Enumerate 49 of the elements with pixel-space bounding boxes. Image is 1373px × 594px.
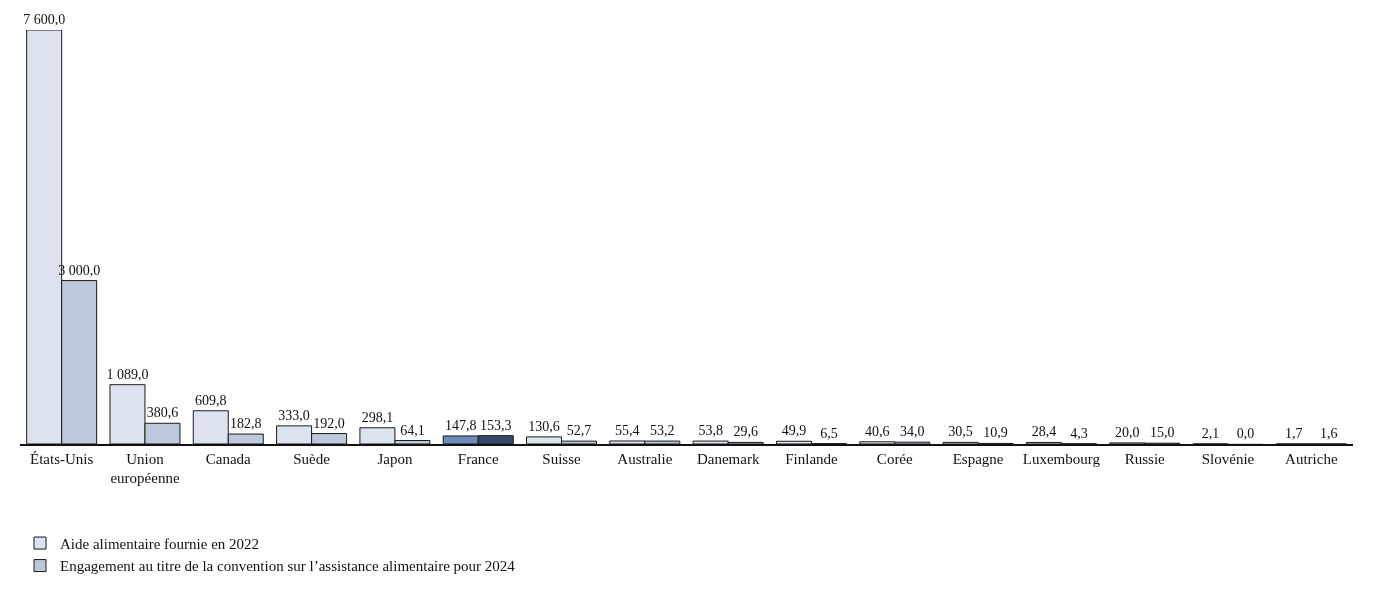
x-tick-label: Canada: [205, 450, 252, 467]
x-tick-label: France: [457, 450, 499, 467]
data-label: 153,3: [479, 417, 512, 433]
data-label: 10,9: [983, 425, 1008, 441]
data-label: 30,5: [948, 424, 973, 440]
data-label: 1 089,0: [106, 366, 149, 382]
data-label: 52,7: [566, 423, 592, 439]
x-tick-label: Suède: [293, 450, 331, 467]
x-tick-label: Luxembourg: [1022, 450, 1101, 467]
legend-label: Engagement au titre de la convention sur l’assistance alimentaire pour 2024: [60, 558, 516, 575]
data-label: 4,3: [1070, 425, 1088, 441]
data-label: 609,8: [195, 392, 227, 408]
data-label: 182,8: [230, 416, 262, 432]
data-label: 147,8: [444, 417, 477, 433]
x-tick-label: Finlande: [785, 450, 839, 467]
data-label: 55,4: [615, 422, 640, 438]
data-label: 2,1: [1201, 425, 1220, 441]
data-label: 15,0: [1149, 425, 1175, 441]
data-label: 130,6: [528, 418, 560, 434]
data-label: 49,9: [781, 423, 807, 439]
data-label: 1,6: [1320, 425, 1338, 441]
data-label: 1,7: [1285, 425, 1303, 441]
x-tick-label: Japon: [377, 450, 413, 467]
data-label: 6,5: [820, 425, 838, 441]
data-label: 380,6: [146, 405, 179, 421]
x-tick-label: Autriche: [1285, 450, 1338, 467]
data-label: 0,0: [1236, 426, 1255, 441]
x-tick-label: Union européenne: [110, 450, 180, 487]
data-label: 64,1: [400, 422, 425, 438]
data-label: 28,4: [1031, 424, 1057, 440]
data-label: 298,1: [361, 409, 394, 425]
data-label: 20,0: [1114, 424, 1140, 440]
data-label: 7 600,0: [23, 12, 66, 27]
x-tick-label: Suisse: [542, 450, 582, 467]
x-tick-label: Australie: [617, 450, 673, 467]
data-label: 192,0: [313, 415, 345, 431]
data-label: 333,0: [278, 407, 310, 423]
x-tick-label: Russie: [1124, 450, 1166, 467]
legend-label: Aide alimentaire fournie en 2022: [60, 535, 260, 552]
data-label: 34,0: [900, 424, 925, 440]
x-tick-label: Corée: [876, 450, 914, 467]
data-label: 29,6: [733, 424, 758, 440]
data-label: 40,6: [865, 423, 890, 439]
x-tick-label: États-Unis: [30, 450, 94, 467]
data-label: 53,2: [650, 423, 675, 439]
data-label: 53,8: [698, 423, 723, 439]
x-tick-label: Espagne: [952, 450, 1004, 467]
x-tick-label: Danemark: [696, 450, 760, 467]
x-tick-label: Slovénie: [1201, 450, 1255, 467]
